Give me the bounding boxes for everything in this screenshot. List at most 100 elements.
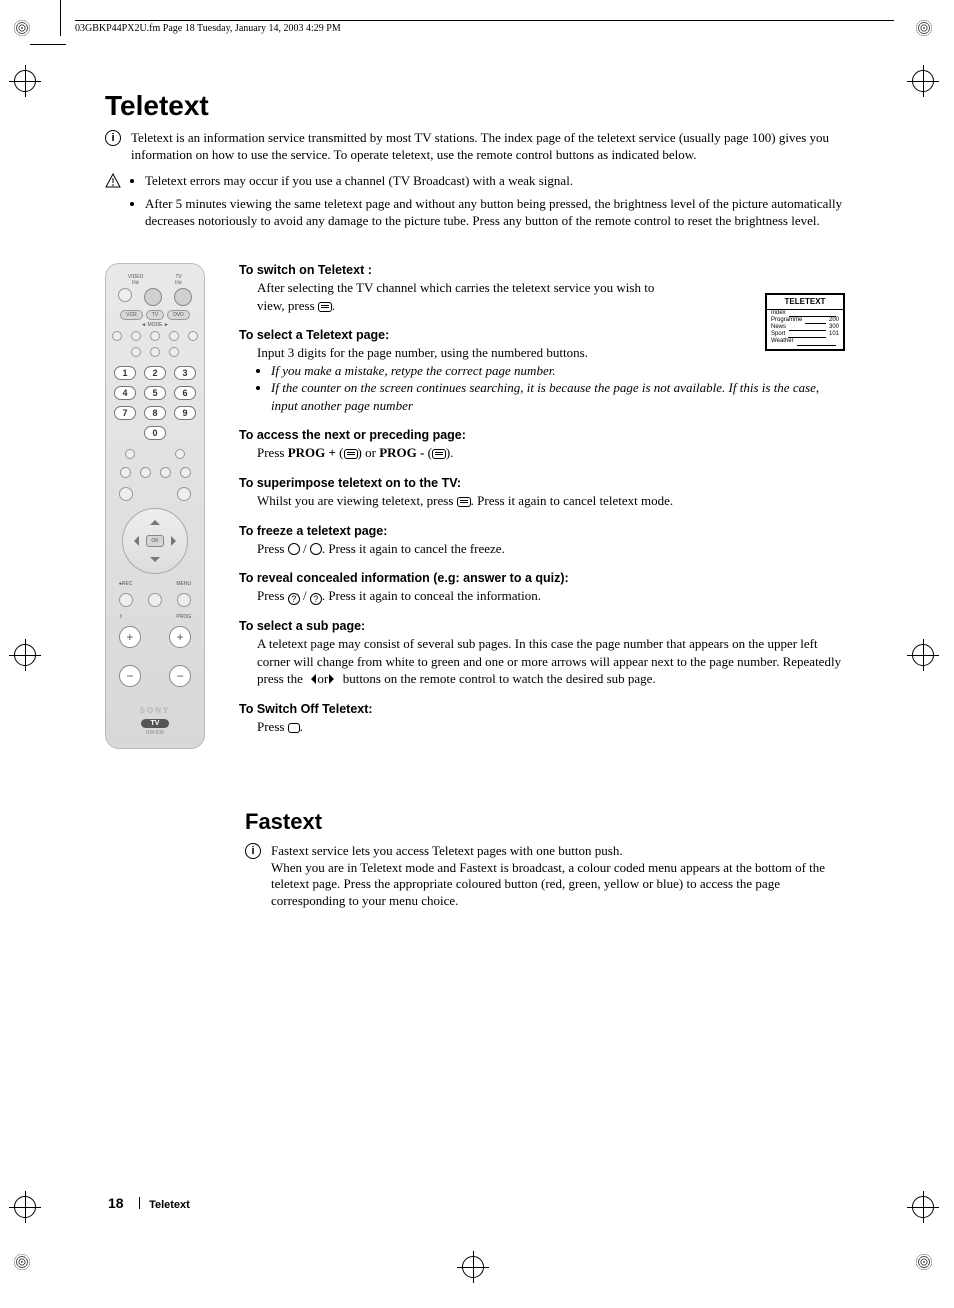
warning-icon — [105, 173, 121, 189]
ttx-row-val: 101 — [829, 331, 839, 338]
remote-num-button[interactable]: 0 — [144, 426, 166, 440]
remote-label: I/⊘ — [175, 280, 182, 286]
tv-icon — [288, 723, 300, 733]
rosette-icon — [12, 1252, 32, 1272]
remote-label: ⇧ — [119, 614, 123, 620]
section-switch-on: To switch on Teletext : After selecting … — [239, 263, 845, 314]
registration-mark-icon — [912, 70, 934, 92]
section-body: Press — [257, 719, 288, 734]
info-icon: i — [105, 130, 121, 146]
remote-sm-button[interactable] — [131, 347, 141, 357]
remote-sm-button[interactable] — [169, 331, 179, 341]
section-note: If you make a mistake, retype the correc… — [271, 362, 845, 380]
remote-mode-dvd: DVD — [167, 310, 190, 320]
fastext-text: Fastext service lets you access Teletext… — [271, 843, 845, 910]
section-body: . Press it again to cancel teletext mode… — [471, 493, 674, 508]
remote-num-button[interactable]: 9 — [174, 406, 196, 420]
section-body: Press — [257, 588, 288, 603]
remote-prog-down-button[interactable]: − — [169, 665, 191, 687]
section-body: . Press it again to cancel the freeze. — [322, 541, 505, 556]
remote-power-tv-button[interactable] — [174, 288, 192, 306]
remote-sm-button[interactable] — [177, 487, 191, 501]
section-heading: To select a Teletext page: — [239, 328, 845, 342]
header-text: 03GBKP44PX2U.fm Page 18 Tuesday, January… — [75, 23, 341, 34]
info-block: i Teletext is an information service tra… — [105, 130, 845, 163]
remote-rec-button[interactable] — [119, 593, 133, 607]
remote-sm-button[interactable] — [150, 331, 160, 341]
ttx-row-val: 200 — [829, 317, 839, 324]
remote-label: MODE — [148, 322, 163, 328]
arrow-left-icon — [306, 674, 316, 684]
remote-num-button[interactable]: 7 — [114, 406, 136, 420]
remote-num-button[interactable]: 2 — [144, 366, 166, 380]
remote-mute-button[interactable] — [118, 288, 132, 302]
remote-ok-button[interactable]: OK — [146, 535, 164, 547]
remote-sm-button[interactable] — [119, 487, 133, 501]
remote-column: VIDEOI/⊘ TVI/⊘ VCR TV DVD ◄ MODE ► — [105, 263, 209, 749]
section-body: . — [300, 719, 303, 734]
remote-label: ●REC — [119, 581, 133, 587]
page-header-line: 03GBKP44PX2U.fm Page 18 Tuesday, January… — [75, 20, 894, 34]
registration-mark-icon — [14, 70, 36, 92]
registration-mark-icon — [912, 1196, 934, 1218]
section-body: . Press it again to conceal the informat… — [322, 588, 541, 603]
remote-color-green-button[interactable] — [140, 467, 151, 478]
teletext-icon — [457, 497, 471, 507]
crop-mark-icon — [60, 0, 61, 36]
remote-vol-up-button[interactable]: + — [119, 626, 141, 648]
dpad-down-icon — [150, 557, 160, 567]
reveal-icon: ? — [288, 593, 300, 605]
ttx-row-label: Programme — [771, 317, 802, 324]
remote-power-video-button[interactable] — [144, 288, 162, 306]
teletext-box-title: TELETEXT — [767, 295, 843, 310]
warning-block: Teletext errors may occur if you use a c… — [105, 173, 845, 235]
fastext-section: Fastext i Fastext service lets you acces… — [245, 809, 845, 910]
remote-center-button[interactable] — [148, 593, 162, 607]
remote-sm-button[interactable] — [175, 449, 185, 459]
page-up-icon — [344, 449, 358, 459]
remote-label: PROG — [176, 614, 191, 620]
remote-num-button[interactable]: 5 — [144, 386, 166, 400]
remote-tv-pill: TV — [141, 719, 170, 728]
remote-brand: SONY — [140, 706, 171, 715]
remote-sm-button[interactable] — [150, 347, 160, 357]
registration-mark-icon — [14, 644, 36, 666]
remote-prog-up-button[interactable]: + — [169, 626, 191, 648]
remote-dpad[interactable]: OK — [122, 508, 188, 574]
section-body: Press — [257, 445, 288, 460]
dpad-right-icon — [171, 536, 181, 546]
registration-mark-icon — [912, 644, 934, 666]
ttx-row-label: Weather — [771, 338, 794, 345]
remote-sm-button[interactable] — [188, 331, 198, 341]
warning-item: After 5 minutes viewing the same teletex… — [145, 196, 845, 229]
remote-num-button[interactable]: 8 — [144, 406, 166, 420]
section-body: After selecting the TV channel which car… — [257, 280, 654, 313]
remote-color-red-button[interactable] — [120, 467, 131, 478]
remote-menu-button[interactable] — [177, 593, 191, 607]
page-title: Teletext — [105, 90, 845, 122]
footer-title: Teletext — [149, 1199, 190, 1211]
section-body: ( — [339, 445, 343, 460]
remote-num-button[interactable]: 4 — [114, 386, 136, 400]
remote-sm-button[interactable] — [125, 449, 135, 459]
page-footer: 18 Teletext — [108, 1195, 190, 1212]
remote-sm-button[interactable] — [112, 331, 122, 341]
remote-num-button[interactable]: 6 — [174, 386, 196, 400]
section-body: Press — [257, 541, 288, 556]
remote-model: RM-938 — [146, 730, 164, 736]
section-heading: To superimpose teletext on to the TV: — [239, 476, 845, 490]
registration-mark-icon — [14, 1196, 36, 1218]
remote-color-blue-button[interactable] — [180, 467, 191, 478]
remote-control-diagram: VIDEOI/⊘ TVI/⊘ VCR TV DVD ◄ MODE ► — [105, 263, 205, 749]
remote-mode-tv: TV — [146, 310, 164, 320]
remote-color-yellow-button[interactable] — [160, 467, 171, 478]
remote-sm-button[interactable] — [131, 331, 141, 341]
remote-num-button[interactable]: 1 — [114, 366, 136, 380]
section-heading: To reveal concealed information (e.g: an… — [239, 571, 845, 585]
remote-num-button[interactable]: 3 — [174, 366, 196, 380]
warning-list: Teletext errors may occur if you use a c… — [131, 173, 845, 235]
section-body: Whilst you are viewing teletext, press — [257, 493, 457, 508]
remote-sm-button[interactable] — [169, 347, 179, 357]
remote-vol-down-button[interactable]: − — [119, 665, 141, 687]
section-superimpose: To superimpose teletext on to the TV: Wh… — [239, 476, 845, 510]
